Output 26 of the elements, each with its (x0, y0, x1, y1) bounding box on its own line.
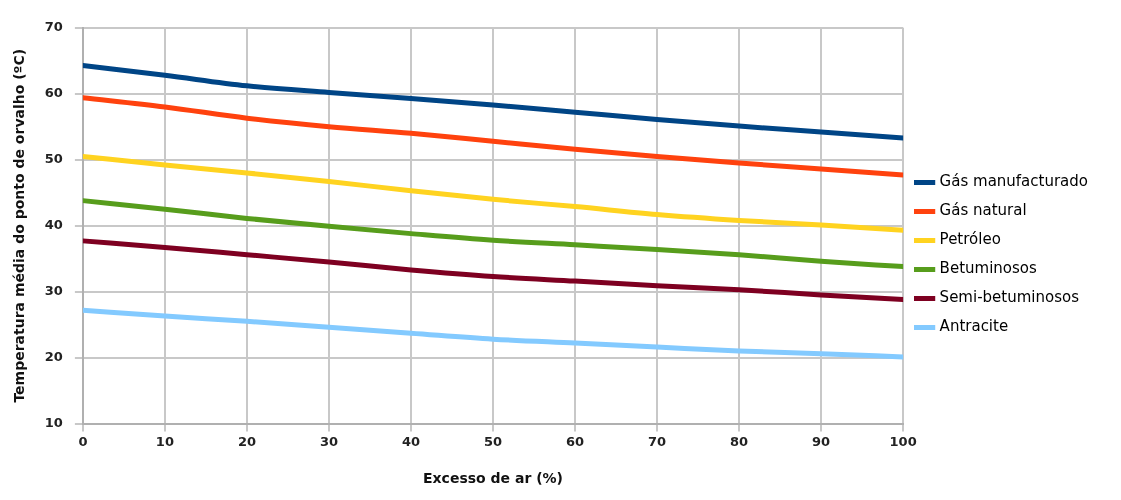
legend-label: Gás manufacturado (939, 172, 1089, 191)
x-tick-label: 0 (78, 433, 88, 449)
y-tick-label: 30 (44, 283, 63, 299)
x-tick-label: 80 (730, 433, 749, 449)
legend-label: Antracite (939, 317, 1009, 336)
y-axis-title: Temperatura média do ponto de orvalho (ºC) (11, 48, 28, 403)
y-tick-label: 20 (44, 349, 63, 365)
legend-label: Betuminosos (939, 259, 1037, 278)
x-tick-label: 70 (648, 433, 667, 449)
x-tick-label: 20 (237, 433, 256, 449)
y-tick-label: 60 (44, 85, 63, 101)
y-tick-label: 50 (44, 151, 63, 167)
x-tick-label: 30 (319, 433, 339, 449)
x-axis-title: Excesso de ar (%) (423, 470, 563, 487)
y-tick-label: 70 (44, 19, 63, 35)
x-tick-label: 60 (565, 433, 585, 449)
x-tick-label: 50 (483, 433, 503, 449)
legend-label: Semi-betuminosos (939, 288, 1080, 307)
x-tick-label: 90 (812, 433, 831, 449)
y-tick-label: 40 (44, 217, 63, 233)
legend-label: Gás natural (939, 201, 1027, 220)
y-tick-label: 10 (44, 414, 63, 430)
legend-label: Petróleo (939, 230, 1001, 249)
x-tick-label: 40 (401, 433, 421, 449)
x-tick-label: 100 (889, 433, 917, 449)
x-tick-label: 10 (155, 433, 174, 449)
